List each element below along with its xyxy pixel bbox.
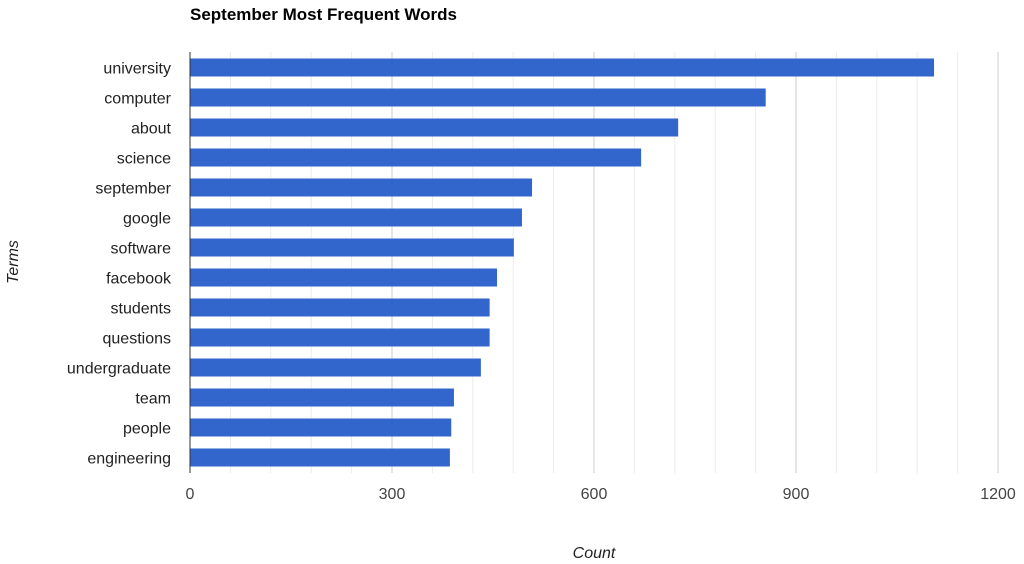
category-label-students: students [111,301,171,318]
category-label-university: university [103,61,171,78]
bar-facebook [190,268,498,287]
bar-people [190,418,452,437]
category-labels: university computer about science september g… [67,61,172,468]
category-label-google: google [123,211,171,228]
category-label-science: science [117,151,171,168]
bar-questions [190,328,490,347]
bar-software [190,238,514,257]
bars [190,58,935,467]
category-label-about: about [131,121,172,138]
category-label-software: software [111,241,172,258]
bar-computer [190,88,766,107]
bar-students [190,298,490,317]
bar-university [190,58,935,77]
x-tick-label: 1200 [980,486,1016,503]
chart-title: September Most Frequent Words [190,5,457,24]
bar-september [190,178,533,197]
y-axis-title: Terms [5,240,22,284]
x-tick-label: 900 [783,486,810,503]
category-label-undergraduate: undergraduate [67,361,171,378]
bar-team [190,388,454,407]
x-tick-label: 300 [379,486,406,503]
bar-google [190,208,522,227]
category-label-team: team [135,391,171,408]
bar-science [190,148,642,167]
category-label-engineering: engineering [87,451,171,468]
x-tick-label: 600 [581,486,608,503]
x-axis-title: Count [573,545,616,562]
bar-engineering [190,448,450,467]
category-label-computer: computer [104,91,171,108]
category-label-people: people [123,421,171,438]
x-tick-labels: 0 300 600 900 1200 [186,486,1016,503]
gridlines [229,52,999,473]
x-tick-label: 0 [186,486,195,503]
category-label-september: september [95,181,171,198]
bar-undergraduate [190,358,481,377]
category-label-facebook: facebook [106,271,172,288]
category-label-questions: questions [103,331,172,348]
bar-about [190,118,679,137]
